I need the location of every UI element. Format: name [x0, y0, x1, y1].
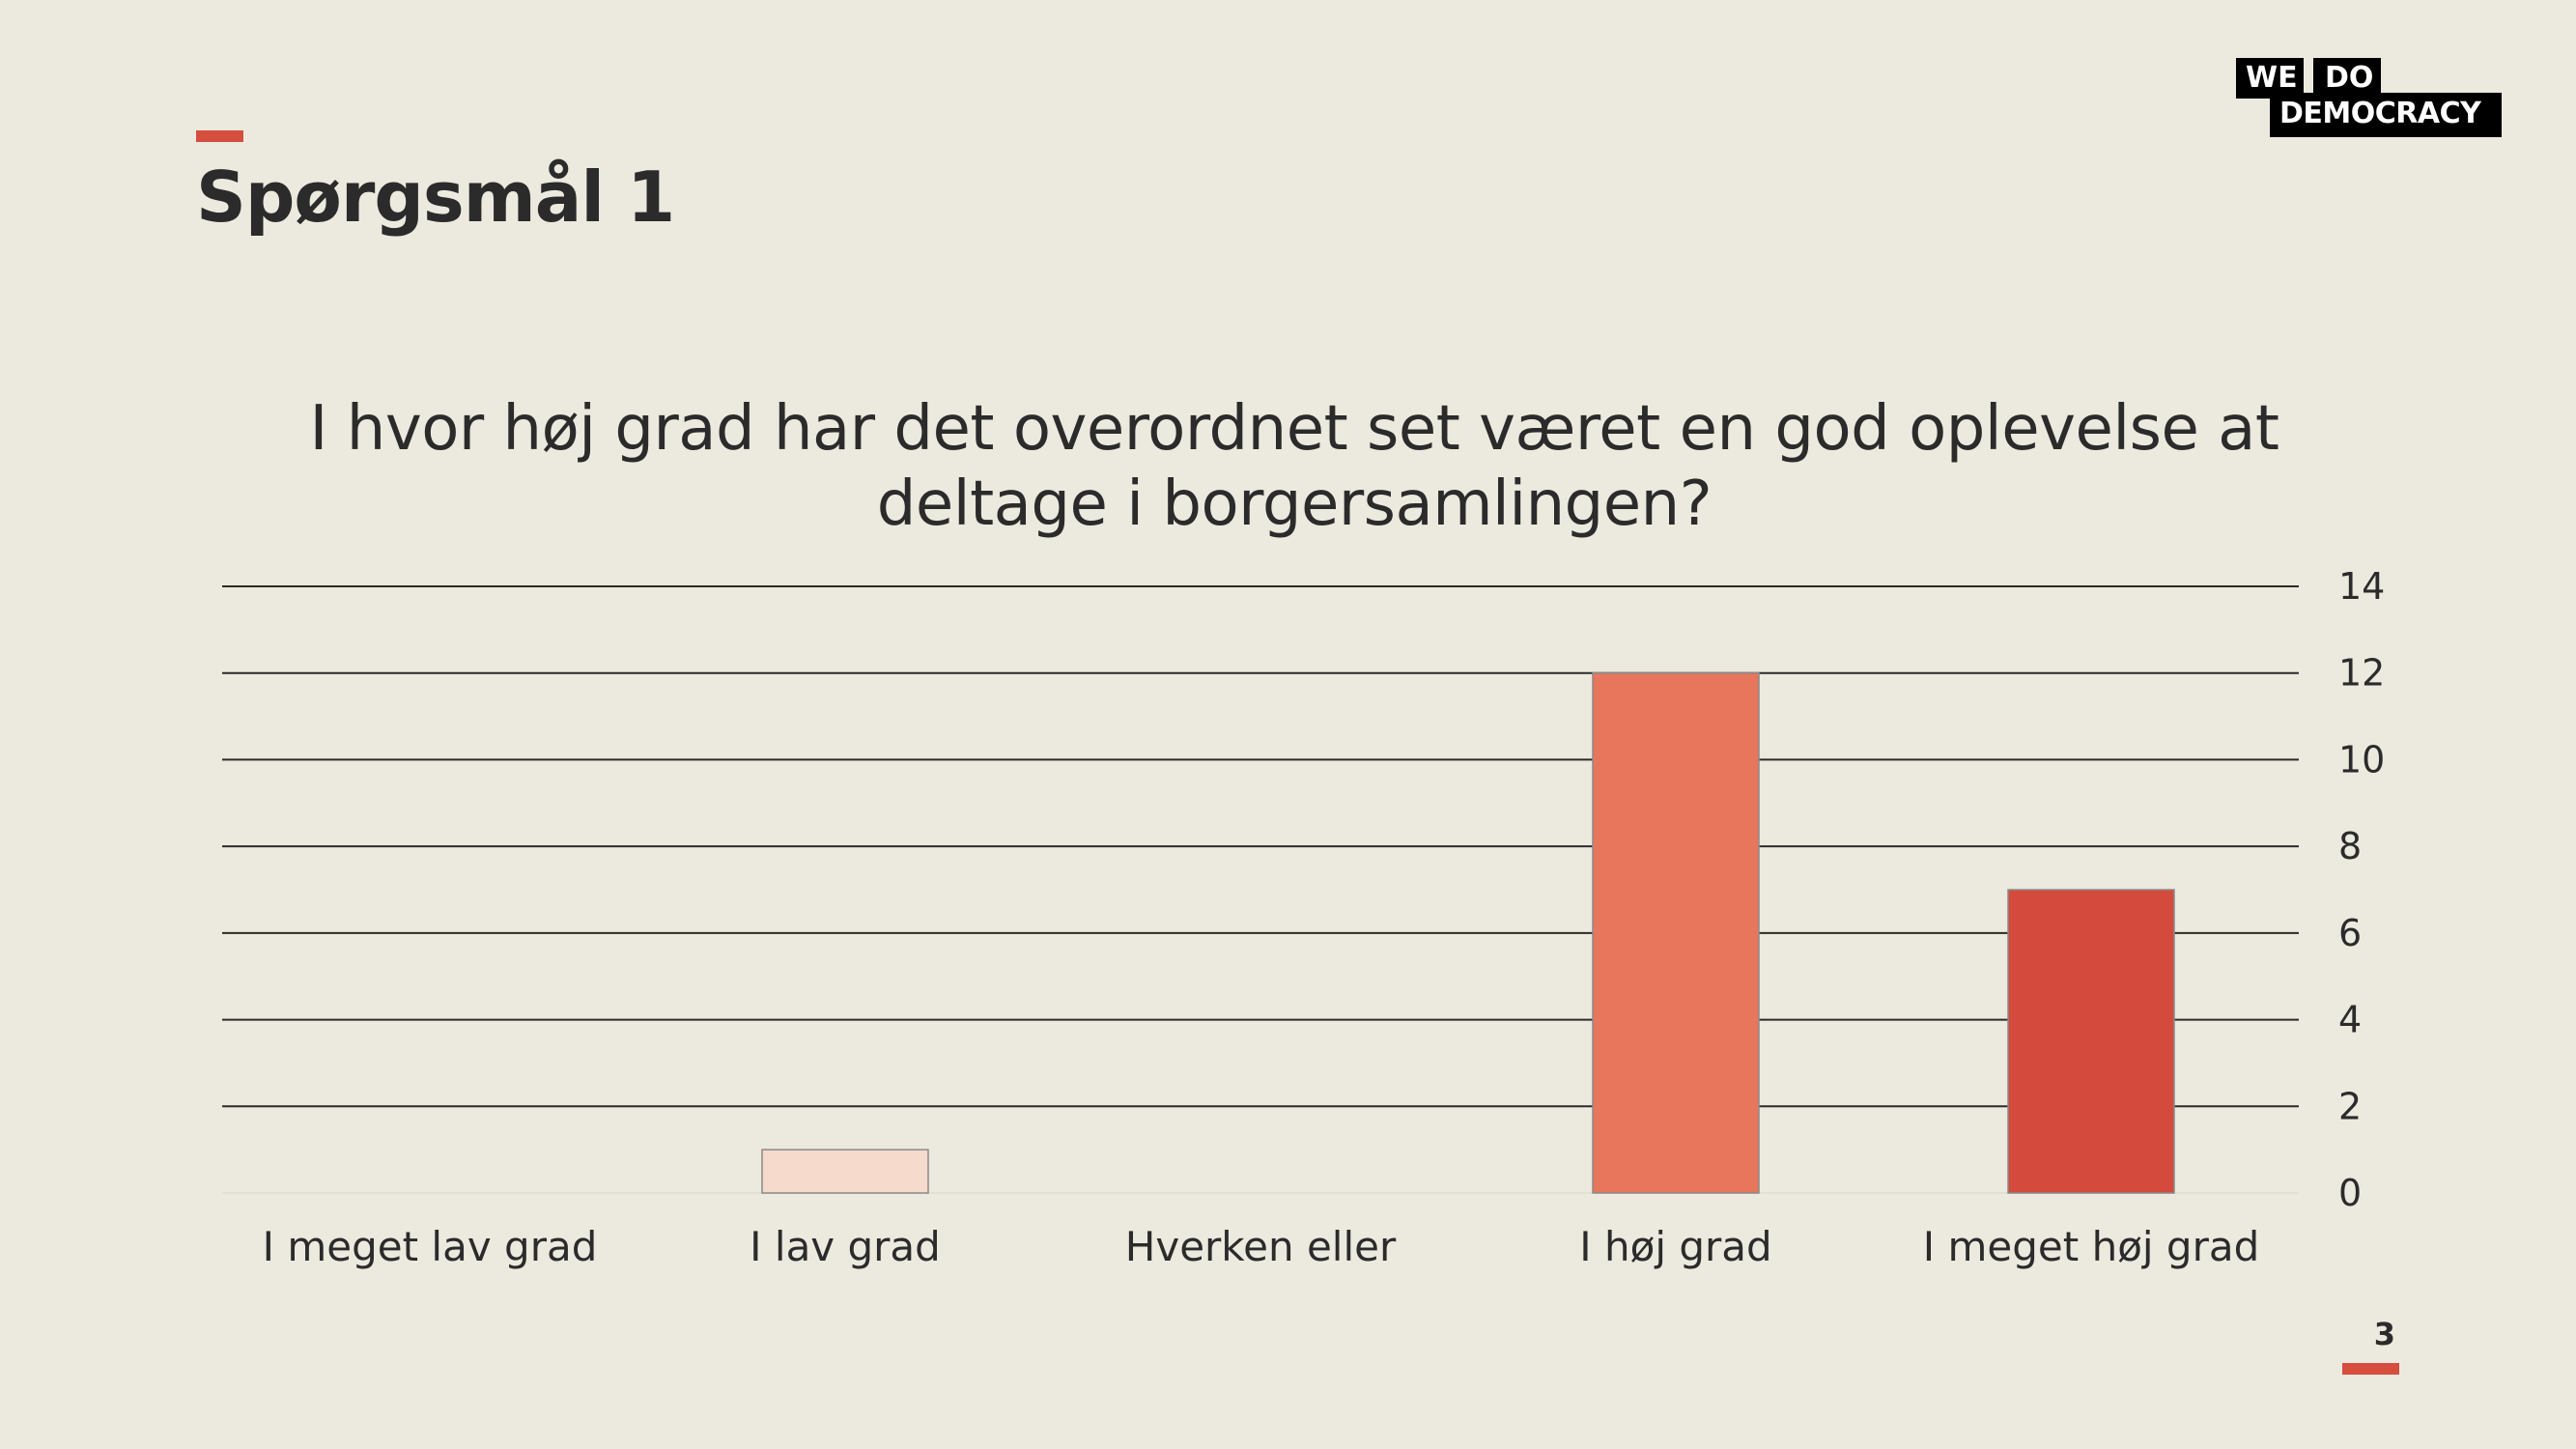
page-number: 3	[2373, 1316, 2395, 1352]
we-do-democracy-logo: WE DO DEMOCRACY	[2236, 58, 2502, 137]
y-tick-label: 12	[2338, 652, 2385, 695]
logo-text-democracy: DEMOCRACY	[2270, 93, 2502, 137]
x-category-label: I lav grad	[750, 1223, 941, 1270]
title-accent-bar	[196, 130, 243, 142]
x-category-label: I meget høj grad	[1923, 1223, 2259, 1270]
logo-text-we: WE	[2236, 58, 2304, 99]
y-tick-label: 4	[2338, 999, 2362, 1041]
logo-text-do: DO	[2313, 58, 2381, 99]
x-category-label: I høj grad	[1579, 1223, 1771, 1270]
y-tick-label: 14	[2338, 565, 2385, 608]
bar	[1592, 671, 1760, 1194]
bar	[761, 1149, 929, 1194]
x-category-label: Hverken eller	[1125, 1223, 1397, 1270]
x-category-label: I meget lav grad	[263, 1223, 598, 1270]
y-tick-label: 6	[2338, 912, 2362, 954]
chart-title: I hvor høj grad har det overordnet set v…	[309, 393, 2279, 540]
y-tick-label: 2	[2338, 1085, 2362, 1127]
slide-title: Spørgsmål 1	[196, 156, 675, 238]
y-tick-label: 8	[2338, 825, 2362, 867]
y-tick-label: 10	[2338, 738, 2385, 781]
page-accent-bar	[2342, 1363, 2399, 1375]
y-tick-label: 0	[2338, 1172, 2362, 1214]
bar	[2007, 889, 2175, 1194]
